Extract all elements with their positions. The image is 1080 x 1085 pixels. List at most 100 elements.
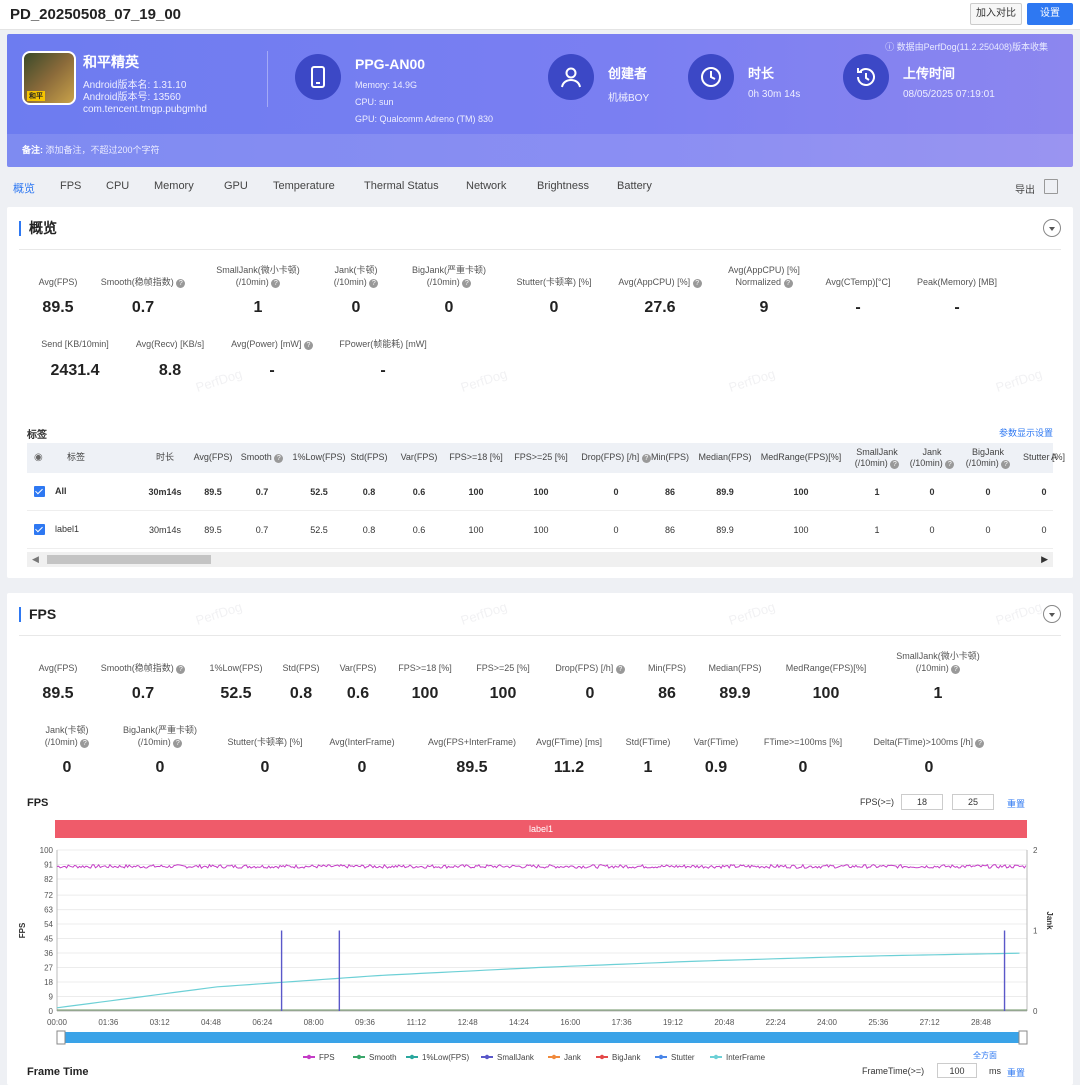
column-header[interactable]: 标签 xyxy=(67,452,86,462)
help-icon[interactable]: ? xyxy=(1001,460,1011,469)
legend-swatch-dot[interactable] xyxy=(356,1054,362,1060)
fps-threshold-25-input[interactable]: 25 xyxy=(952,794,994,810)
x-tick-label: 16:00 xyxy=(560,1018,581,1027)
export-button[interactable]: 导出 xyxy=(1015,185,1035,196)
help-icon[interactable]: ? xyxy=(303,341,313,350)
column-header[interactable]: Median(FPS) xyxy=(698,452,752,462)
column-header[interactable]: 时长 xyxy=(155,452,174,462)
fps-reset-link[interactable]: 重置 xyxy=(1007,799,1026,809)
range-handle-left[interactable] xyxy=(56,1030,66,1045)
help-icon[interactable]: ? xyxy=(641,454,651,463)
column-header[interactable]: FPS>=18 [%] xyxy=(449,452,503,462)
legend-swatch-dot[interactable] xyxy=(713,1054,719,1060)
column-header[interactable]: Avg(FPS) xyxy=(193,452,233,462)
legend-swatch-dot[interactable] xyxy=(658,1054,664,1060)
row-checkbox[interactable] xyxy=(34,524,45,535)
column-header[interactable]: MedRange(FPS)[%] xyxy=(760,452,842,462)
label-band[interactable]: label1 xyxy=(55,820,1027,838)
column-header[interactable]: FPS>=25 [%] xyxy=(514,452,568,462)
scroll-thumb[interactable] xyxy=(47,555,211,564)
help-icon[interactable]: ? xyxy=(975,739,985,748)
range-handle-right[interactable] xyxy=(1018,1030,1028,1045)
metric-value: 0 xyxy=(924,759,934,776)
fps-threshold-18-input[interactable]: 18 xyxy=(901,794,943,810)
legend-item-1-low-fps-[interactable]: 1%Low(FPS) xyxy=(422,1053,469,1062)
tab-network[interactable]: Network xyxy=(466,180,507,192)
help-icon[interactable]: ? xyxy=(945,460,955,469)
column-header[interactable]: BigJank (/10min) ? xyxy=(965,447,1011,469)
column-header[interactable]: Std(FPS) xyxy=(350,452,388,462)
metric-value: 0.7 xyxy=(131,685,155,702)
column-header[interactable]: A xyxy=(1050,452,1057,462)
table-row[interactable]: All 30m14s 89.5 0.7 52.5 0.8 0.6 100 100 0 86 89.9 1… xyxy=(27,473,1053,511)
legend-item-smooth[interactable]: Smooth xyxy=(369,1053,397,1062)
y-tick-label: 18 xyxy=(44,978,53,987)
legend-item-smalljank[interactable]: SmallJank xyxy=(497,1053,535,1062)
x-tick-label: 04:48 xyxy=(201,1018,222,1027)
tab-gpu[interactable]: GPU xyxy=(224,180,248,192)
column-header[interactable]: Smooth ? xyxy=(237,452,287,463)
column-header[interactable]: 1%Low(FPS) xyxy=(292,452,346,462)
tab-temperature[interactable]: Temperature xyxy=(273,180,335,192)
column-header[interactable]: Drop(FPS) [/h] ? xyxy=(577,452,655,463)
settings-button[interactable]: 设置 xyxy=(1027,3,1073,25)
column-header[interactable]: Jank (/10min) ? xyxy=(909,447,955,469)
collapse-overview-icon[interactable] xyxy=(1043,219,1061,237)
row-checkbox[interactable] xyxy=(34,486,45,497)
help-icon[interactable]: ? xyxy=(274,454,284,463)
help-icon[interactable]: ? xyxy=(783,279,793,288)
frame-time-reset-link[interactable]: 重置 xyxy=(1007,1068,1026,1078)
tab-memory[interactable]: Memory xyxy=(154,180,194,192)
table-scrollbar[interactable]: ◀ ▶ xyxy=(27,552,1053,567)
column-header[interactable]: Var(FPS) xyxy=(400,452,438,462)
eye-icon[interactable]: ◉ xyxy=(34,452,43,463)
scroll-left-icon[interactable]: ◀ xyxy=(32,554,39,564)
legend-swatch-dot[interactable] xyxy=(551,1054,557,1060)
help-icon[interactable]: ? xyxy=(369,279,379,288)
frame-time-input[interactable]: 100 xyxy=(937,1063,977,1078)
legend-swatch-dot[interactable] xyxy=(409,1054,415,1060)
collapse-fps-icon[interactable] xyxy=(1043,605,1061,623)
help-icon[interactable]: ? xyxy=(692,279,702,288)
column-header[interactable]: SmallJank (/10min) ? xyxy=(854,447,900,469)
legend-item-jank[interactable]: Jank xyxy=(564,1053,582,1062)
help-icon[interactable]: ? xyxy=(462,279,472,288)
tab-cpu[interactable]: CPU xyxy=(106,180,130,192)
tab-brightness[interactable]: Brightness xyxy=(537,180,589,192)
fullscreen-link[interactable]: 全方面 xyxy=(973,1050,997,1060)
note-field[interactable]: 备注: 添加备注，不超过200个字符 xyxy=(7,134,1073,167)
help-icon[interactable]: ? xyxy=(951,665,961,674)
help-icon[interactable]: ? xyxy=(176,665,186,674)
legend-swatch-dot[interactable] xyxy=(599,1054,605,1060)
help-icon[interactable]: ? xyxy=(80,739,90,748)
help-icon[interactable]: ? xyxy=(890,460,900,469)
metric-label: Smooth(稳帧指数) ? xyxy=(73,662,213,674)
table-row[interactable]: label1 30m14s 89.5 0.7 52.5 0.8 0.6 100 100 0 86 89… xyxy=(27,511,1053,549)
help-icon[interactable]: ? xyxy=(271,279,281,288)
scroll-right-icon[interactable]: ▶ xyxy=(1041,554,1048,564)
legend-item-stutter[interactable]: Stutter xyxy=(671,1053,695,1062)
legend-swatch-dot[interactable] xyxy=(484,1054,490,1060)
help-icon[interactable]: ? xyxy=(173,739,183,748)
tab-fps[interactable]: FPS xyxy=(60,180,82,192)
tab-thermal-status[interactable]: Thermal Status xyxy=(364,180,439,192)
legend-item-interframe[interactable]: InterFrame xyxy=(726,1053,766,1062)
tab-overview[interactable]: 概览 xyxy=(13,183,35,195)
y2-tick-label: 0 xyxy=(1033,1007,1038,1016)
export-icon[interactable] xyxy=(1044,179,1058,194)
metric-label: SmallJank(微小卡顿) (/10min) ? xyxy=(896,651,980,674)
legend-item-fps[interactable]: FPS xyxy=(319,1053,335,1062)
param-settings-link[interactable]: 参数显示设置 xyxy=(998,428,1053,438)
tab-battery[interactable]: Battery xyxy=(617,180,652,192)
help-icon[interactable]: ? xyxy=(615,665,625,674)
help-icon[interactable]: ? xyxy=(176,279,186,288)
legend-item-bigjank[interactable]: BigJank xyxy=(612,1053,641,1062)
fps-chart[interactable]: 0 9 18 27 36 45 54 63 72 82 91 100 0 1 2 FPS Jank 00:00 01… xyxy=(7,841,1073,1066)
range-slider[interactable] xyxy=(63,1032,1021,1043)
column-header[interactable]: Min(FPS) xyxy=(651,452,689,462)
x-tick-label: 25:36 xyxy=(868,1018,889,1027)
column-header[interactable]: Stutter [%] xyxy=(1022,452,1066,462)
add-compare-button[interactable]: 加入对比 xyxy=(970,3,1022,25)
legend-swatch-dot[interactable] xyxy=(306,1054,312,1060)
y-tick-label: 91 xyxy=(44,860,53,869)
